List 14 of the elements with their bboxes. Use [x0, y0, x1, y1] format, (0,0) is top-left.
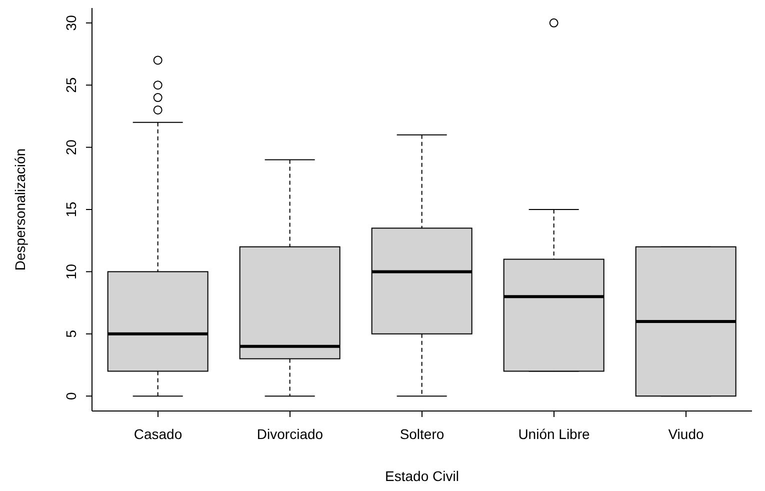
x-tick-label: Unión Libre — [518, 426, 590, 442]
x-axis-title: Estado Civil — [385, 468, 459, 484]
x-tick-label: Divorciado — [256, 426, 324, 442]
y-tick-label: 5 — [63, 330, 79, 338]
x-tick-label: Soltero — [400, 426, 444, 442]
x-tick-label: Viudo — [668, 426, 704, 442]
y-tick-label: 20 — [63, 139, 79, 156]
y-tick-label: 15 — [63, 202, 79, 218]
y-axis-title: Despersonalización — [12, 148, 28, 271]
x-tick-label: Casado — [134, 426, 182, 442]
y-tick-label: 30 — [63, 14, 79, 31]
y-tick-label: 0 — [63, 392, 79, 400]
y-tick-label: 10 — [63, 264, 79, 280]
y-tick-label: 25 — [63, 77, 79, 93]
